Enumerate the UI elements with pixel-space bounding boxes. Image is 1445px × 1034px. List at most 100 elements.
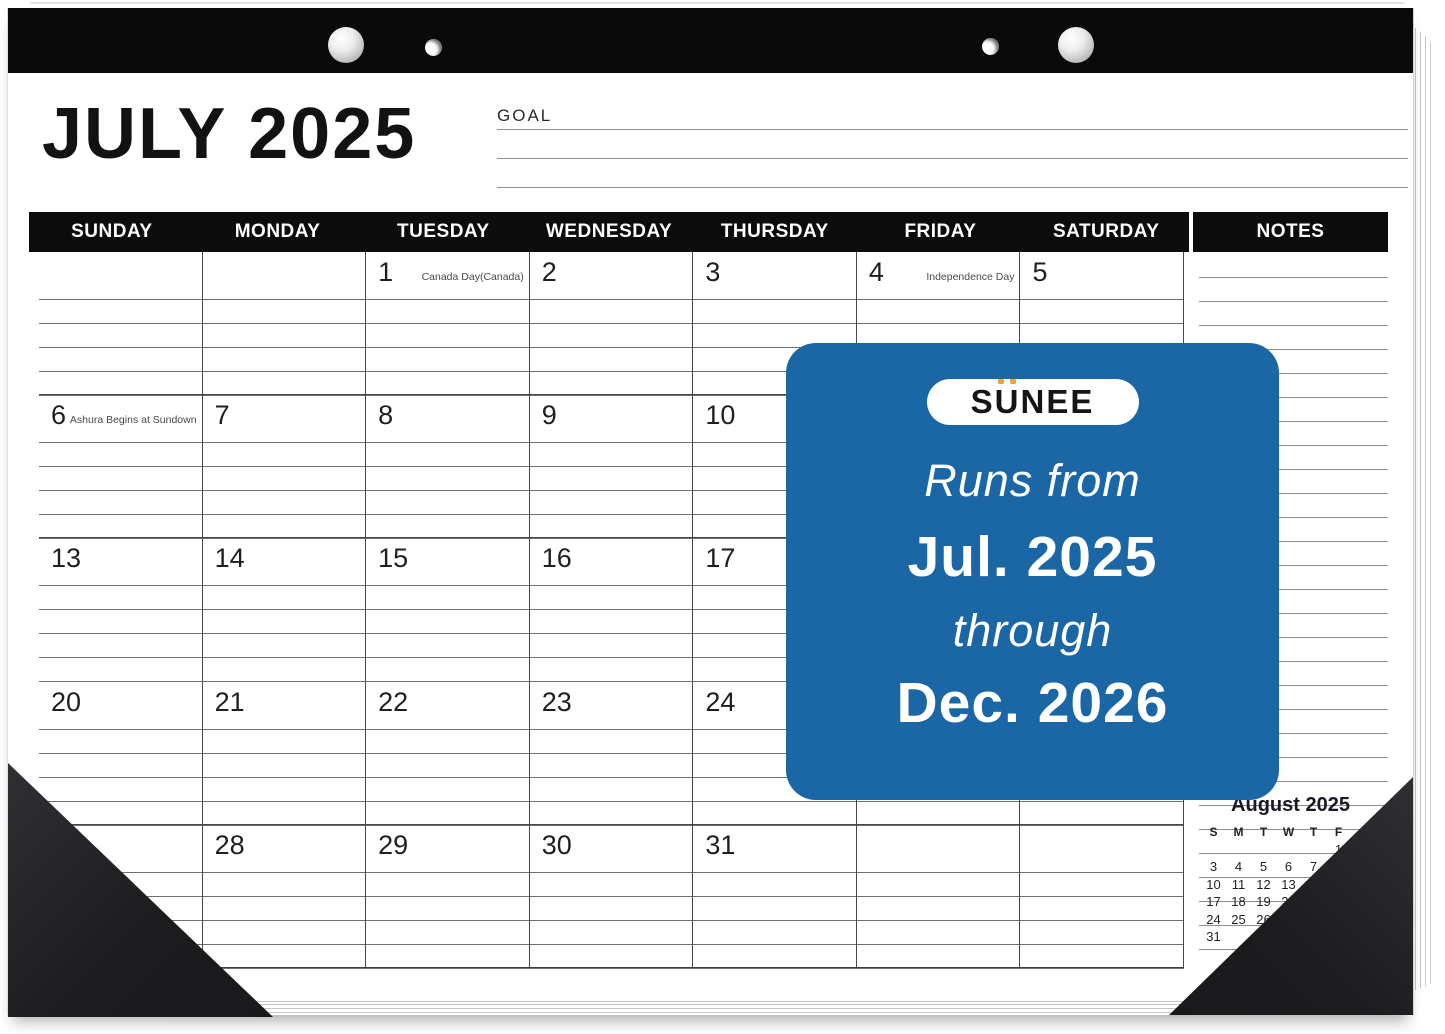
- logo-letters: NEE: [1020, 383, 1095, 420]
- date-number: 5: [1032, 257, 1048, 287]
- mini-date: 4: [1234, 859, 1243, 875]
- mini-date: [1301, 841, 1326, 859]
- day-cell: [39, 824, 203, 968]
- hanging-hole-icon: [425, 39, 442, 56]
- promo-badge: S U NEE Runs from Jul. 2025 through Dec. 2…: [786, 343, 1279, 800]
- mini-date: 24: [1206, 911, 1221, 927]
- date-number: 30: [541, 829, 572, 860]
- badge-line-end-date: Dec. 2026: [896, 671, 1169, 735]
- day-cell: 7: [203, 395, 367, 538]
- date-number: 24: [705, 686, 736, 717]
- mini-date: 25: [1231, 911, 1246, 927]
- grommet-icon: [1058, 27, 1094, 63]
- mini-date: 7: [1309, 859, 1318, 875]
- date-number: 23: [541, 686, 572, 717]
- date-number: 2: [541, 257, 557, 287]
- day-cell: 22: [366, 681, 530, 824]
- date-number: 6: [51, 400, 67, 431]
- sheet-stack-line: [53, 1008, 1403, 1009]
- day-cell: 30: [530, 824, 694, 968]
- sheet-stack-line: [53, 1001, 1403, 1002]
- mini-date: 11: [1231, 876, 1246, 892]
- day-cell: [203, 252, 367, 395]
- day-cell: 31: [693, 824, 857, 968]
- mini-date: [1276, 841, 1301, 859]
- sunee-logo: S U NEE: [971, 379, 1095, 421]
- goal-line: [497, 187, 1408, 188]
- weekday-header-wednesday: WEDNESDAY: [545, 221, 673, 242]
- sheet-stack-line: [53, 1004, 1403, 1005]
- day-cell: 4 Independence Day: [857, 252, 1021, 395]
- hanging-hole-icon: [982, 38, 999, 55]
- day-cell: 1 Canada Day(Canada): [366, 252, 530, 395]
- date-number: 16: [541, 543, 572, 574]
- sheet-stack-line: [53, 1012, 1403, 1013]
- weekday-header-sunday: SUNDAY: [71, 221, 153, 242]
- week-row-5: 28 29 30 31: [39, 824, 1185, 969]
- date-number: 4: [868, 257, 884, 287]
- day-cell: 29: [366, 824, 530, 968]
- date-number: 29: [378, 829, 409, 860]
- mini-date: 18: [1231, 894, 1246, 910]
- holiday-label: Ashura Begins at Sundown: [69, 414, 197, 427]
- weekday-header-tuesday: TUESDAY: [397, 221, 490, 242]
- mini-date: 6: [1284, 859, 1293, 875]
- day-cell: 21: [203, 681, 367, 824]
- weekday-header-thursday: THURSDAY: [720, 221, 829, 242]
- day-cell: 20: [39, 681, 203, 824]
- notes-header: NOTES: [1193, 212, 1388, 252]
- mini-date: [1201, 841, 1226, 859]
- badge-line-runs-from: Runs from: [924, 455, 1141, 506]
- mini-date: [1226, 841, 1251, 859]
- goal-line: [497, 129, 1408, 130]
- date-number: 9: [541, 400, 557, 431]
- calendar-page: JULY 2025 GOAL SUNDAY MONDAY TUESDAY WED…: [7, 8, 1414, 1017]
- day-cell: 8: [366, 395, 530, 538]
- day-cell: 13: [39, 538, 203, 681]
- date-number: 15: [378, 543, 409, 574]
- day-cell: 5: [1020, 252, 1185, 395]
- day-cell: 3: [693, 252, 857, 395]
- goal-line: [497, 158, 1408, 159]
- date-number: 20: [51, 686, 82, 717]
- date-number: 22: [378, 686, 409, 717]
- mini-calendar-grid: S M T W T F S 1 3 4 5 6 7: [1201, 823, 1393, 946]
- date-number: 17: [705, 543, 736, 574]
- month-title: JULY 2025: [42, 94, 417, 174]
- date-number: 14: [214, 543, 245, 574]
- day-cell: 9: [530, 395, 694, 538]
- date-number: 10: [705, 400, 736, 431]
- mini-calendar-title: August 2025: [1231, 794, 1350, 816]
- weekday-header-friday: FRIDAY: [904, 221, 977, 242]
- mini-date: 12: [1256, 876, 1271, 892]
- mini-date: 19: [1256, 894, 1271, 910]
- mini-date: 5: [1259, 859, 1268, 875]
- page-stack-edge: [1420, 32, 1421, 988]
- date-number: 31: [705, 829, 736, 860]
- logo-letter-u: U: [995, 379, 1021, 421]
- badge-line-through: through: [952, 605, 1113, 656]
- mini-date: 10: [1206, 876, 1221, 892]
- mini-dow: F: [1334, 824, 1343, 839]
- mini-dow: T: [1259, 824, 1268, 839]
- mini-dow: S: [1209, 824, 1218, 839]
- goal-label: GOAL: [497, 106, 553, 125]
- day-cell: 16: [530, 538, 694, 681]
- day-cell: 14: [203, 538, 367, 681]
- badge-line-start-date: Jul. 2025: [907, 525, 1158, 589]
- mini-dow: M: [1233, 824, 1244, 839]
- mini-dow: T: [1309, 824, 1318, 839]
- holiday-label: Independence Day: [926, 271, 1015, 283]
- day-cell: 23: [530, 681, 694, 824]
- date-number: 28: [214, 829, 245, 860]
- page-stack-edge: [1430, 42, 1431, 984]
- date-number: 3: [705, 257, 721, 287]
- mini-date: 17: [1206, 894, 1221, 910]
- mini-date: 1: [1334, 841, 1343, 857]
- date-number: 13: [51, 543, 82, 574]
- day-cell: [39, 252, 203, 395]
- day-cell: 2: [530, 252, 694, 395]
- logo-umlaut-dots-icon: [997, 379, 1016, 384]
- date-number: 8: [378, 400, 394, 431]
